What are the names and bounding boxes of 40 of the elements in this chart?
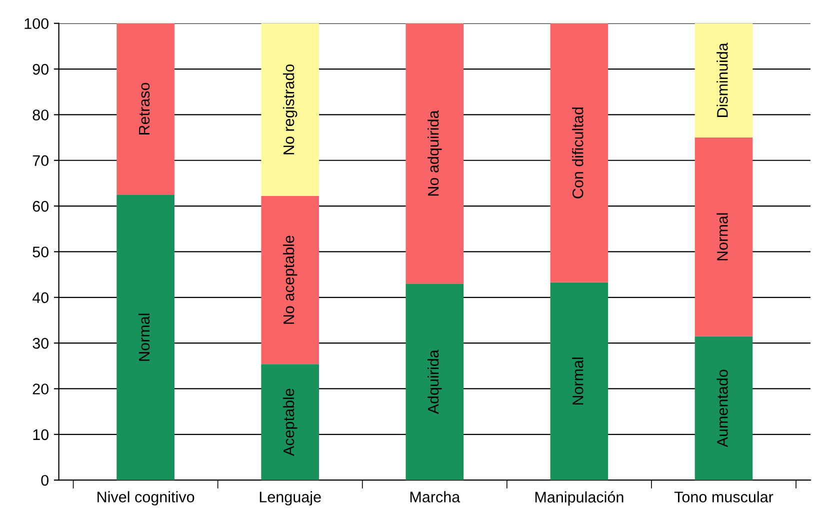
data-label: Adquirida [428,350,442,414]
bar [406,284,464,480]
bar [694,138,753,336]
data-label: No aceptable [282,236,298,324]
data-label: No adquirida [428,110,442,196]
x-tick-label: Nivel cognitivo [98,491,194,506]
y-tick-label: 100 [24,18,49,30]
y-tick-label: 90 [32,64,49,75]
data-label: No registrado [282,64,298,154]
bar [261,364,320,480]
bar [694,336,753,480]
y-tick-label: 70 [32,155,49,166]
y-tick-label: 10 [33,429,49,440]
y-tick-label: 80 [32,110,49,120]
bar [694,23,753,138]
bar [116,194,174,480]
data-label: Normal [572,358,584,405]
data-label: Disminuida [716,42,728,117]
x-tick-label: Lenguaje [260,491,321,506]
data-label: Normal [716,213,728,260]
bar [550,282,608,480]
y-tick-label: 40 [32,292,49,304]
data-label: Retraso [138,82,150,134]
bar [261,23,320,196]
x-tick-label: Tono muscular [674,491,774,502]
data-label: Con dificultad [572,108,584,198]
x-tick-label: Marcha [410,491,460,502]
y-tick-label: 60 [32,200,49,212]
y-tick-label: 30 [32,338,49,349]
data-label: Aumentado [716,370,728,448]
bar [550,23,608,282]
data-label: Normal [138,314,150,361]
y-tick-label: 50 [32,246,49,258]
bar [116,23,174,195]
bar [406,23,464,284]
data-label: Aceptable [282,388,298,456]
y-tick-label: 20 [32,384,49,394]
bar [261,196,320,364]
x-tick-label: Manipulación [535,491,624,506]
y-tick-label: 0 [41,474,49,486]
